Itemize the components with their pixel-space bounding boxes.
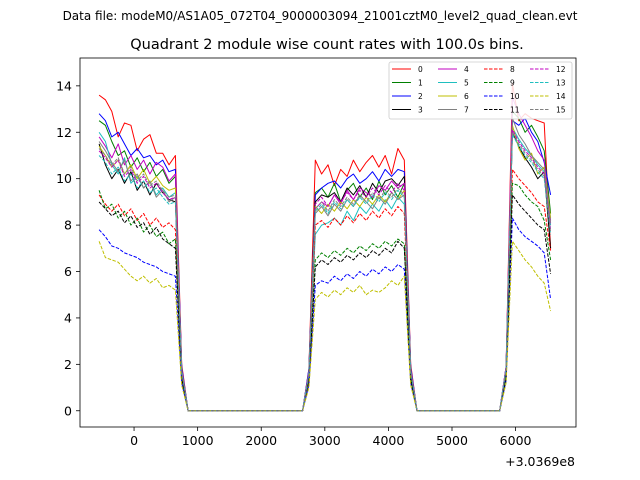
x-tick-label: 1000 <box>182 433 214 448</box>
legend-box <box>388 61 573 120</box>
legend-label-7: 7 <box>464 106 469 115</box>
x-tick-label: 4000 <box>373 433 405 448</box>
chart-suptitle: Data file: modeM0/AS1A05_072T04_90000030… <box>63 9 578 23</box>
legend-label-10: 10 <box>510 92 520 101</box>
y-tick-label: 0 <box>64 403 72 418</box>
y-tick-label: 6 <box>64 264 72 279</box>
legend-label-8: 8 <box>510 65 515 74</box>
x-tick-label: 0 <box>130 433 138 448</box>
legend-label-13: 13 <box>556 79 566 88</box>
series-line-15 <box>98 131 552 412</box>
y-tick-label: 14 <box>56 78 72 93</box>
y-axis: 0 2 4 6 8 10 12 14 <box>56 78 80 418</box>
x-tick-label: 3000 <box>309 433 341 448</box>
legend-label-4: 4 <box>464 65 469 74</box>
legend-label-12: 12 <box>556 65 566 74</box>
series-line-14 <box>98 240 552 412</box>
legend-label-0: 0 <box>418 65 423 74</box>
legend-label-11: 11 <box>510 106 520 115</box>
legend-label-9: 9 <box>510 79 515 88</box>
x-axis: 0 1000 2000 3000 4000 5000 6000 <box>130 427 532 448</box>
legend-label-1: 1 <box>418 79 423 88</box>
legend-label-15: 15 <box>556 106 566 115</box>
plot-area <box>98 83 552 412</box>
legend-label-2: 2 <box>418 92 423 101</box>
chart-title: Quadrant 2 module wise count rates with … <box>130 37 524 53</box>
legend-label-5: 5 <box>464 79 469 88</box>
x-tick-label: 5000 <box>436 433 468 448</box>
x-tick-label: 2000 <box>245 433 277 448</box>
legend-label-6: 6 <box>464 92 469 101</box>
x-offset-text: +3.0369e8 <box>505 454 575 469</box>
y-tick-label: 10 <box>56 171 72 186</box>
y-tick-label: 4 <box>64 310 72 325</box>
y-tick-label: 12 <box>56 125 72 140</box>
axes-frame <box>79 57 577 428</box>
legend-label-14: 14 <box>556 92 566 101</box>
y-tick-label: 8 <box>64 218 72 233</box>
y-tick-label: 2 <box>64 357 72 372</box>
x-tick-label: 6000 <box>500 433 532 448</box>
legend-label-3: 3 <box>418 106 423 115</box>
